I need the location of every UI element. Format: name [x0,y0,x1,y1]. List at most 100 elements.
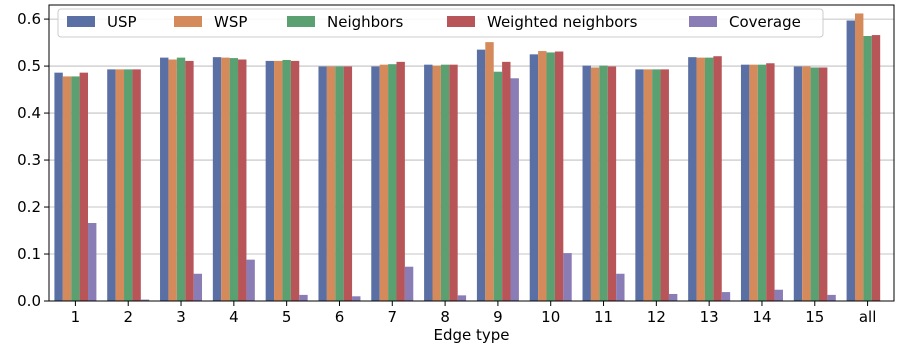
bar-coverage [457,295,467,301]
bar-coverage [88,223,97,301]
bar-weighted-neighbors [79,72,89,302]
y-axis: 0.0 0.1 0.2 0.3 0.4 0.5 0.6 [17,10,49,310]
bar-neighbors [757,64,767,302]
y-tick-label: 0.1 [17,245,41,263]
legend-swatch [447,16,475,27]
y-tick-label: 0.4 [17,104,41,122]
y-tick-label: 0.5 [17,57,41,75]
bar-coverage [352,296,361,301]
bar-wsp [696,57,705,301]
bar-weighted-neighbors [132,69,141,301]
bar-weighted-neighbors [396,61,405,301]
x-tick-label: 8 [440,308,450,326]
x-tick-label: 11 [594,308,613,326]
legend-entry: Weighted neighbors [487,13,638,31]
bar-wsp [168,59,177,301]
bar-coverage [299,294,308,301]
x-tick-label: 3 [176,308,186,326]
bar-weighted-neighbors [871,35,881,302]
bar-usp [740,64,750,302]
bar-wsp [802,66,811,301]
bar-usp [160,57,169,301]
bar-usp [265,60,275,302]
y-tick-label: 0.3 [17,151,41,169]
bar-neighbors [493,71,503,301]
bar-neighbors [124,69,133,301]
bar-wsp [274,60,283,302]
bar-wsp [854,13,864,301]
bar-usp [476,49,486,302]
bar-usp [424,64,433,302]
legend-entry: USP [107,13,137,31]
bar-neighbors [71,76,80,302]
bar-coverage [774,289,783,301]
bar-neighbors [176,57,186,301]
bar-wsp [62,76,72,302]
bar-coverage [404,266,414,301]
x-tick-label: all [859,308,877,326]
bar-wsp [379,64,389,302]
legend-swatch [67,16,95,27]
legend: USP WSP Neighbors Weighted neighbors Coverag… [57,8,824,38]
bar-wsp [221,57,230,301]
y-tick-label: 0.6 [17,10,41,28]
bar-weighted-neighbors [713,56,722,301]
legend-swatch [287,16,315,27]
bar-neighbors [440,64,450,302]
bars [54,13,881,302]
bar-usp [318,66,327,301]
bar-usp [582,65,591,301]
bar-coverage [510,78,519,302]
bar-neighbors [704,57,714,301]
bar-wsp [115,69,125,301]
x-tick-label: 7 [388,308,398,326]
legend-entry: Coverage [729,13,801,31]
x-tick-label: 1 [71,308,81,326]
bar-usp [212,57,222,302]
bar-neighbors [652,69,661,301]
bar-neighbors [599,65,608,301]
bar-coverage [668,293,678,301]
bar-weighted-neighbors [607,66,617,301]
bar-wsp [432,65,441,301]
bar-coverage [140,299,150,301]
bar-neighbors [810,67,819,301]
x-tick-label: 15 [805,308,824,326]
x-axis-label: Edge type [433,326,509,344]
bar-weighted-neighbors [238,59,247,301]
bar-wsp [590,67,600,301]
bar-coverage [827,294,836,301]
bar-wsp [538,51,547,301]
bar-wsp [749,64,758,302]
x-tick-label: 14 [752,308,771,326]
bar-usp [635,69,644,301]
bar-wsp [485,42,494,301]
bar-weighted-neighbors [660,69,669,301]
bar-weighted-neighbors [766,63,775,302]
bar-wsp [643,69,653,301]
plot-frame [48,4,895,302]
x-axis: 1 2 3 4 5 6 7 8 9 10 11 12 13 14 15 all [71,301,877,326]
bar-weighted-neighbors [818,67,828,301]
bar-neighbors [388,64,397,301]
bar-coverage [246,259,255,301]
bar-coverage [721,292,731,301]
legend-box [57,8,824,38]
bar-weighted-neighbors [554,51,564,302]
bar-neighbors [863,36,872,302]
y-tick-label: 0.2 [17,198,41,216]
bar-usp [529,54,539,302]
bar-wsp [326,66,336,301]
bar-neighbors [335,66,344,301]
x-tick-label: 13 [700,308,719,326]
x-tick-label: 2 [123,308,133,326]
bar-coverage [616,273,625,301]
legend-swatch [689,16,717,27]
x-tick-label: 9 [493,308,503,326]
bar-weighted-neighbors [185,60,194,302]
x-tick-label: 10 [541,308,560,326]
bar-weighted-neighbors [290,60,300,302]
bar-coverage [563,253,572,301]
legend-entry: WSP [214,13,247,31]
